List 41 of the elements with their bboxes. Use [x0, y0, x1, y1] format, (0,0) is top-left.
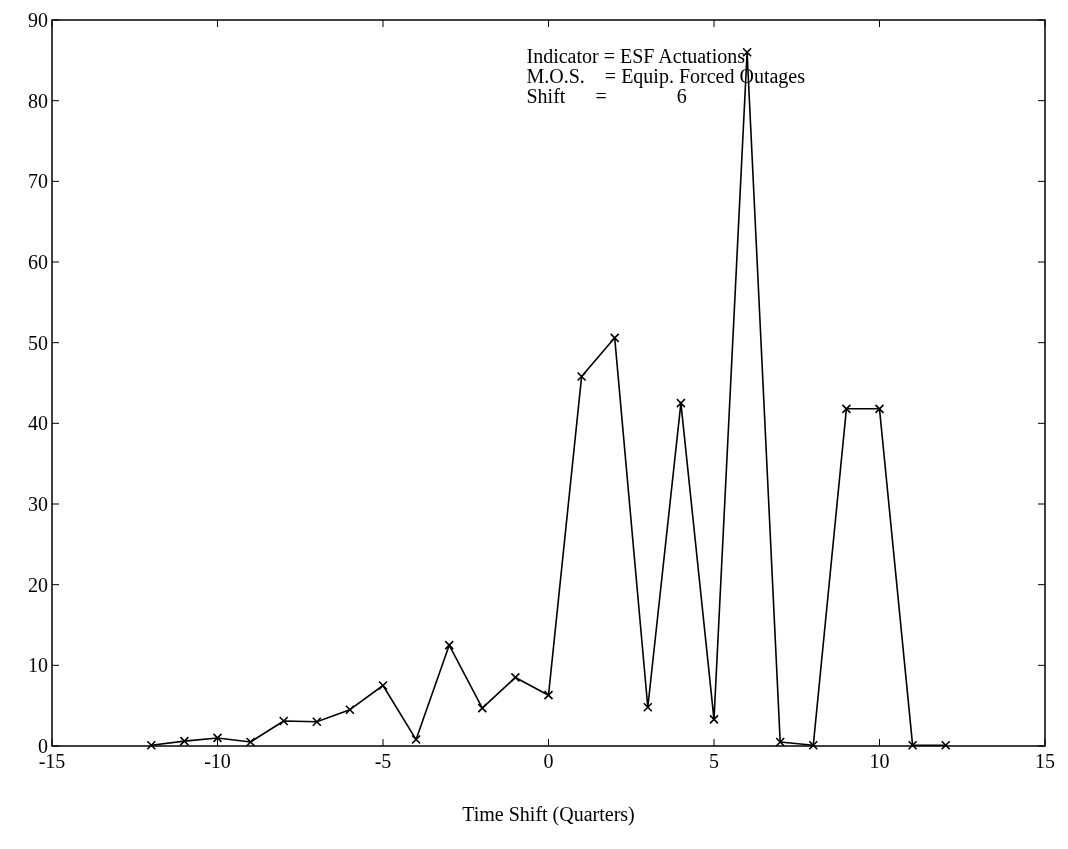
point — [576, 371, 587, 382]
x-tick-label: -10 — [204, 750, 231, 772]
x-tick-label: -5 — [374, 750, 392, 772]
point — [808, 740, 819, 750]
point — [543, 690, 554, 700]
point — [510, 672, 521, 683]
y-tick-label: 30 — [28, 493, 48, 515]
point — [312, 717, 322, 727]
point — [245, 737, 256, 747]
point — [411, 734, 421, 745]
y-tick-label: 40 — [28, 412, 48, 435]
point — [940, 740, 951, 750]
x-tick-label: 5 — [709, 750, 719, 772]
point — [775, 737, 785, 747]
y-tick-label: 70 — [28, 170, 48, 193]
point — [907, 740, 918, 750]
y-tick-label: 50 — [28, 331, 48, 354]
x-tick-label: 10 — [869, 750, 890, 772]
x-tick-label: 0 — [543, 750, 554, 772]
point — [709, 714, 719, 725]
point — [212, 733, 223, 743]
point — [643, 702, 653, 713]
y-tick-label: 80 — [28, 89, 48, 112]
point — [444, 640, 454, 650]
point — [278, 716, 289, 726]
y-tick-label: 60 — [28, 251, 48, 273]
y-tick-label: 90 — [28, 9, 48, 31]
point — [676, 398, 686, 408]
x-axis-title: Time Shift (Quarters) — [462, 803, 635, 826]
point — [609, 333, 620, 343]
point — [841, 404, 852, 414]
point — [146, 740, 157, 750]
point — [345, 704, 355, 715]
x-tick-label: 15 — [1035, 750, 1055, 772]
point — [874, 404, 885, 414]
point — [179, 736, 190, 746]
point — [378, 680, 388, 691]
y-tick-label: 20 — [28, 573, 48, 596]
annotation: Indicator = ESF Actuations — [526, 45, 746, 67]
y-tick-label: 10 — [28, 654, 48, 677]
point — [477, 703, 488, 713]
